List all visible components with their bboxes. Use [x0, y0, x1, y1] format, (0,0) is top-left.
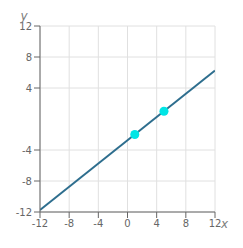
svg-text:y: y — [19, 9, 28, 23]
svg-text:4: 4 — [153, 218, 159, 229]
svg-text:-8: -8 — [22, 176, 32, 187]
svg-text:12: 12 — [209, 218, 222, 229]
svg-text:-4: -4 — [93, 218, 103, 229]
svg-text:12: 12 — [19, 20, 32, 32]
svg-text:0: 0 — [124, 218, 130, 229]
svg-text:8: 8 — [183, 218, 189, 229]
svg-text:4: 4 — [26, 83, 32, 94]
svg-text:-12: -12 — [32, 218, 48, 229]
svg-text:-12: -12 — [16, 207, 32, 218]
svg-text:x: x — [220, 217, 229, 231]
svg-text:8: 8 — [26, 52, 32, 63]
svg-text:-4: -4 — [22, 145, 32, 156]
svg-text:-8: -8 — [64, 218, 74, 229]
